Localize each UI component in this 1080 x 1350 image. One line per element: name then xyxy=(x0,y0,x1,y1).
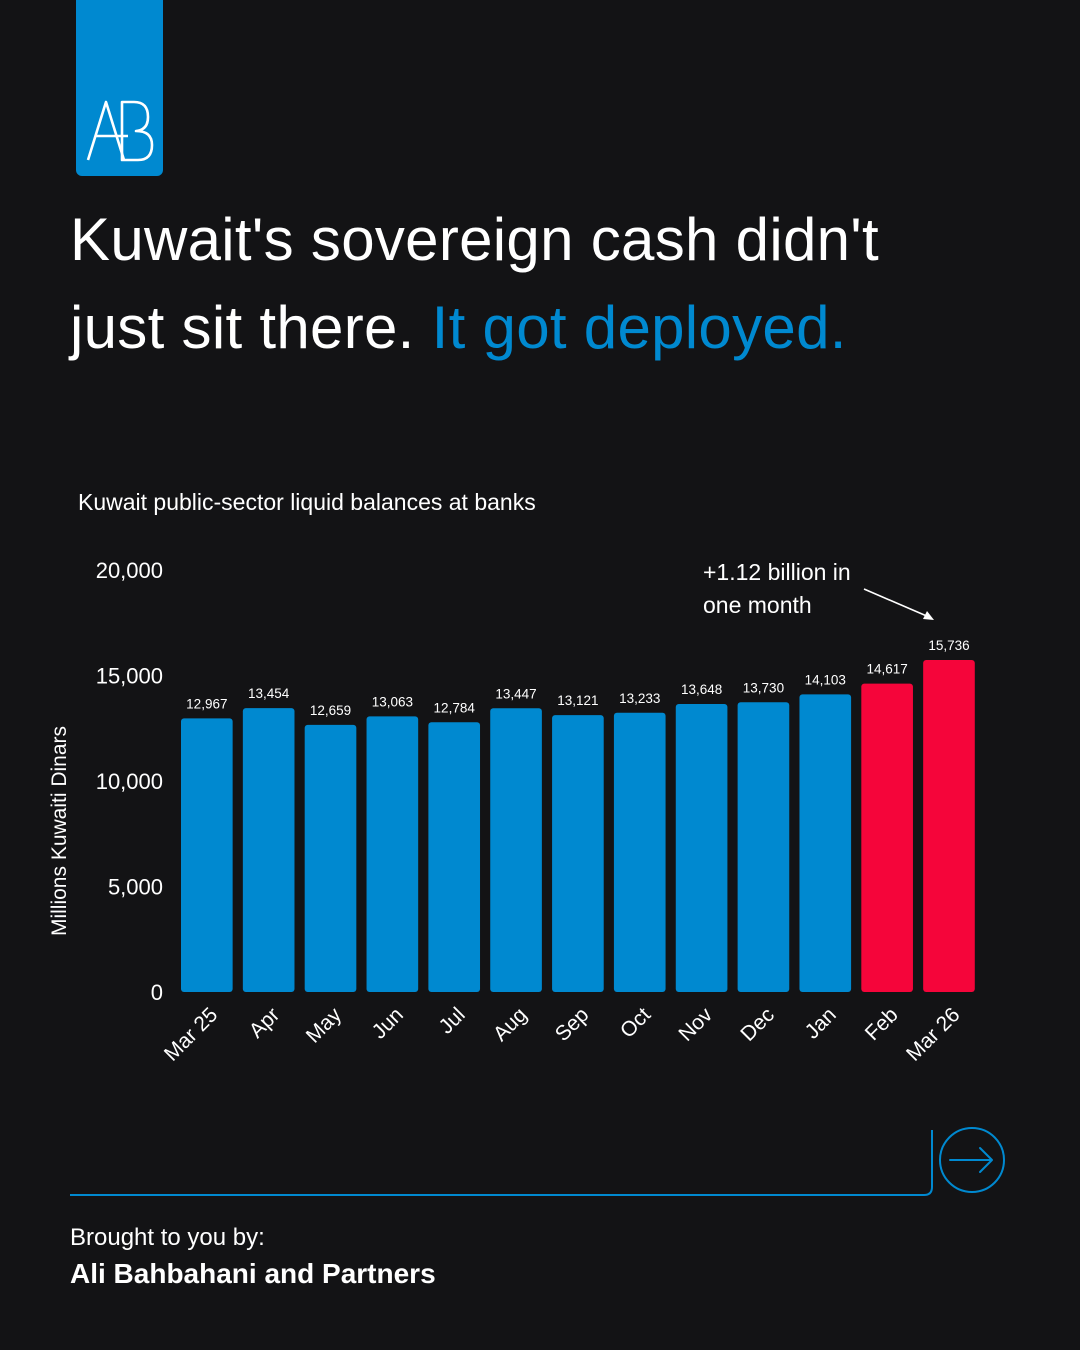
data-label: 14,103 xyxy=(805,672,846,687)
chart-title: Kuwait public-sector liquid balances at … xyxy=(78,489,536,515)
annotation-line-2: one month xyxy=(703,592,812,618)
annotation-arrow-line xyxy=(863,588,930,618)
x-tick-label: Aug xyxy=(489,1003,532,1046)
headline-line-1: Kuwait's sovereign cash didn't xyxy=(70,206,880,273)
ab-monogram-icon xyxy=(86,100,154,162)
annotation-line-1: +1.12 billion in xyxy=(703,559,851,585)
y-tick-label: 20,000 xyxy=(96,558,163,583)
data-label: 12,967 xyxy=(186,696,227,711)
data-label: 13,648 xyxy=(681,682,722,697)
bar-apr xyxy=(242,708,295,992)
x-tick-label: Mar 25 xyxy=(160,1003,222,1065)
data-label: 13,233 xyxy=(619,691,660,706)
arrow-right-icon[interactable] xyxy=(938,1126,1006,1194)
footer-divider xyxy=(70,1130,933,1196)
x-tick-label: Apr xyxy=(245,1003,284,1042)
bar-nov xyxy=(675,704,728,992)
data-label: 12,784 xyxy=(434,700,476,715)
bar-oct xyxy=(613,712,666,992)
x-tick-label: Sep xyxy=(551,1003,594,1046)
data-label: 12,659 xyxy=(310,703,351,718)
y-axis-label: Millions Kuwaiti Dinars xyxy=(48,726,71,936)
bar-mar-26 xyxy=(923,659,975,992)
headline-accent: It got deployed. xyxy=(431,294,847,361)
bar-jun xyxy=(366,716,419,992)
data-label: 13,121 xyxy=(557,693,598,708)
data-label: 14,617 xyxy=(866,662,907,677)
headline: Kuwait's sovereign cash didn't just sit … xyxy=(70,196,1030,372)
x-tick-label: Nov xyxy=(674,1003,717,1046)
data-label: 13,454 xyxy=(248,686,290,701)
annotation-arrow-head xyxy=(923,611,934,620)
data-label: 15,736 xyxy=(928,638,969,653)
x-tick-label: Jun xyxy=(368,1003,408,1043)
headline-line-2: just sit there. xyxy=(70,294,432,361)
x-tick-label: Jul xyxy=(434,1003,469,1038)
x-tick-label: Dec xyxy=(736,1003,779,1046)
data-label: 13,063 xyxy=(372,694,413,709)
x-tick-label: Feb xyxy=(861,1003,903,1045)
bar-chart: Kuwait public-sector liquid balances at … xyxy=(48,489,975,1066)
data-label: 13,447 xyxy=(495,686,536,701)
company-name: Ali Bahbahani and Partners xyxy=(70,1258,436,1289)
y-tick-label: 10,000 xyxy=(96,769,163,794)
x-tick-label: Oct xyxy=(616,1003,655,1042)
data-label: 13,730 xyxy=(743,680,784,695)
brought-by-label: Brought to you by: xyxy=(70,1224,265,1251)
x-tick-label: May xyxy=(302,1003,347,1048)
bar-dec xyxy=(737,702,790,992)
x-tick-label: Jan xyxy=(801,1003,841,1043)
y-tick-label: 15,000 xyxy=(96,664,163,689)
bar-feb xyxy=(861,683,913,992)
bar-may xyxy=(304,724,357,992)
brand-logo xyxy=(76,0,163,176)
bar-jul xyxy=(428,722,481,992)
x-tick-label: Mar 26 xyxy=(902,1003,964,1065)
y-tick-label: 5,000 xyxy=(108,875,163,900)
y-tick-label: 0 xyxy=(151,980,163,1005)
bar-sep xyxy=(552,715,604,992)
bar-jan xyxy=(799,694,852,992)
bar-mar-25 xyxy=(181,718,233,992)
bar-aug xyxy=(490,708,542,992)
